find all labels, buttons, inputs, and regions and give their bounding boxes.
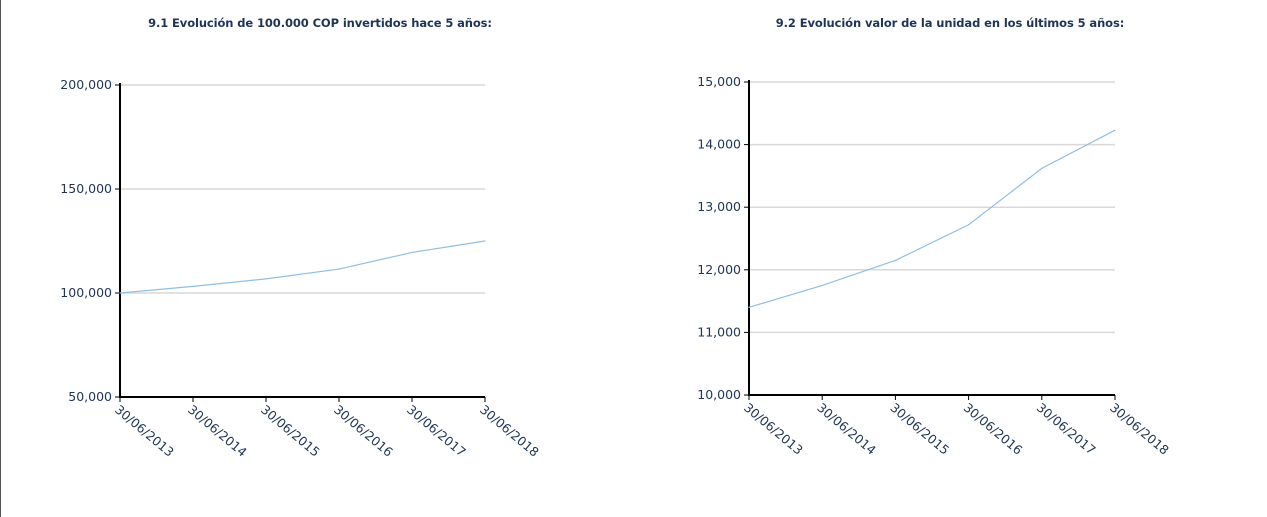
chart-title: 9.2 Evolución valor de la unidad en los …: [775, 16, 1125, 30]
x-tick-label: 30/06/2015: [258, 402, 323, 460]
x-tick-label: 30/06/2016: [961, 400, 1026, 458]
chart-canvas: 10,000 11,000 12,000 13,000 14,000 15,000 30/0…: [697, 74, 1172, 458]
x-tick-label: 30/06/2018: [1107, 400, 1172, 458]
chart-unit-value-evolution: 9.2 Evolución valor de la unidad en los …: [640, 0, 1260, 517]
y-tick-label: 13,000: [697, 199, 741, 214]
y-tick-label: 12,000: [697, 262, 741, 277]
data-point: [894, 259, 896, 262]
y-tick-label: 14,000: [697, 137, 741, 152]
data-point: [484, 240, 486, 242]
series-line: [119, 240, 486, 294]
x-tick-label: 30/06/2015: [887, 400, 952, 458]
x-tick-label: 30/06/2016: [331, 402, 396, 460]
y-tick-label: 150,000: [60, 181, 112, 196]
y-tick-label: 10,000: [697, 387, 741, 402]
x-tick-label: 30/06/2014: [814, 400, 879, 458]
data-point: [411, 251, 413, 254]
x-tick-label: 30/06/2017: [1034, 400, 1099, 458]
series-line: [748, 129, 1116, 308]
x-tick-label: 30/06/2013: [741, 400, 806, 458]
data-point: [821, 284, 823, 287]
y-tick-label: 200,000: [60, 77, 112, 92]
y-tick-label: 100,000: [60, 285, 112, 300]
data-point: [265, 278, 267, 280]
y-tick-label: 15,000: [697, 74, 741, 89]
x-tick-label: 30/06/2014: [185, 402, 250, 460]
data-point: [119, 292, 121, 294]
data-point: [748, 306, 750, 308]
data-point: [192, 285, 194, 287]
y-tick-label: 11,000: [697, 324, 741, 339]
chart-title: 9.1 Evolución de 100.000 COP invertidos …: [148, 16, 492, 30]
y-tick-label: 50,000: [68, 389, 112, 404]
left-border: [0, 0, 1, 517]
chart-investment-evolution: 9.1 Evolución de 100.000 COP invertidos …: [20, 0, 620, 517]
x-tick-label: 30/06/2018: [477, 402, 542, 460]
x-tick-label: 30/06/2017: [404, 402, 469, 460]
data-point: [1041, 167, 1043, 169]
data-point: [1114, 129, 1116, 131]
data-point: [968, 224, 970, 226]
data-point: [338, 268, 340, 270]
x-tick-label: 30/06/2013: [112, 402, 177, 460]
